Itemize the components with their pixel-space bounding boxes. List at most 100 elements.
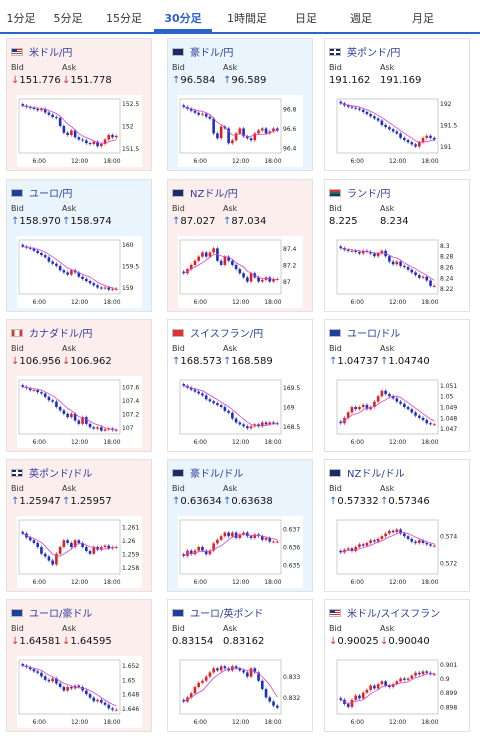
candle-body — [40, 672, 43, 677]
candle-body — [107, 428, 111, 430]
candle-body — [81, 687, 84, 691]
y-tick-label: 1.261 — [122, 524, 139, 531]
candle-body — [272, 541, 275, 543]
candle-body — [373, 116, 376, 119]
tab-6[interactable]: 週足 — [350, 12, 372, 25]
bid-arrow-icon: ↑ — [11, 496, 20, 507]
pair-card[interactable]: ユーロ/円 Bid Ask ↑158.970 ↑158.974 160 159.5 159 6:… — [6, 179, 152, 312]
y-tick-label: 0.637 — [283, 527, 300, 534]
candle-body — [339, 101, 343, 104]
pair-card[interactable]: 豪ドル/円 Bid Ask ↑96.584 ↑96.589 96.8 96.6 96.4 6:0… — [167, 38, 313, 171]
candle-body — [223, 666, 227, 669]
mini-chart[interactable]: 0.637 0.636 0.635 6:00 12:00 18:00 — [178, 516, 303, 588]
plot-frame — [179, 379, 282, 435]
candle-body — [249, 536, 253, 538]
candle-body — [425, 135, 429, 138]
pair-title[interactable]: ユーロ/豪ドル — [11, 605, 92, 620]
pair-card[interactable]: カナダドル/円 Bid Ask ↓106.956 ↓106.962 107.6 107.4 1… — [6, 319, 152, 452]
mini-chart[interactable]: 152.5 152 151.5 6:00 12:00 18:00 — [17, 95, 142, 167]
candle-body — [182, 384, 186, 386]
tab-7[interactable]: 月足 — [412, 12, 434, 25]
ask-price: 158.974 — [70, 216, 112, 227]
pair-card[interactable]: 米ドル/円 Bid Ask ↓151.776 ↓151.778 152.5 152 151.5… — [6, 38, 152, 171]
pair-title[interactable]: ユーロ/円 — [11, 185, 72, 200]
candle-body — [62, 410, 66, 414]
y-tick-label: 160 — [122, 242, 134, 249]
ask-arrow-icon: ↓ — [62, 636, 71, 647]
y-tick-label: 152 — [122, 124, 134, 131]
pair-title[interactable]: NZドル/ドル — [329, 465, 405, 480]
tab-5[interactable]: 日足 — [295, 12, 317, 25]
bid-value: 191.162 — [329, 75, 370, 86]
moving-average-line — [183, 254, 278, 281]
pair-title[interactable]: ユーロ/ドル — [329, 325, 400, 340]
mini-chart[interactable]: 96.8 96.6 96.4 6:00 12:00 18:00 — [178, 95, 303, 167]
ask-value: ↑1.25957 — [62, 496, 112, 507]
tab-2[interactable]: 15分足 — [106, 12, 142, 25]
pair-card[interactable]: ユーロ/豪ドル Bid Ask ↓1.64581 ↓1.64595 1.652 1.65 1.… — [6, 599, 152, 732]
pair-title[interactable]: NZドル/円 — [172, 185, 238, 200]
candle-body — [384, 390, 387, 395]
ask-value: ↑158.974 — [62, 216, 112, 227]
pair-card[interactable]: NZドル/ドル Bid Ask ↑0.57332 ↑0.57346 0.574 0.572 6… — [324, 459, 470, 592]
pair-card[interactable]: ユーロ/英ポンド Bid Ask 0.83154 0.83162 0.833 0.832 6:… — [167, 599, 313, 732]
mini-chart[interactable]: 1.652 1.65 1.648 1.646 6:00 12:00 18:00 — [17, 656, 142, 728]
tab-4[interactable]: 1時間足 — [227, 12, 267, 25]
pair-title[interactable]: 豪ドル/円 — [172, 44, 233, 59]
pair-card[interactable]: 英ポンド/ドル Bid Ask ↑1.25947 ↑1.25957 1.261 1.26 1.… — [6, 459, 152, 592]
plot-frame — [179, 239, 282, 295]
tab-0[interactable]: 1分足 — [6, 12, 36, 25]
mini-chart[interactable]: 192 191.5 191 6:00 12:00 18:00 — [335, 95, 460, 167]
mini-chart[interactable]: 169.5 169 168.5 6:00 12:00 18:00 — [178, 376, 303, 448]
candle-body — [212, 543, 215, 551]
mini-chart[interactable]: 1.261 1.26 1.259 1.258 6:00 12:00 18:00 — [17, 516, 142, 588]
eu-au-flag-icon — [11, 608, 23, 617]
pair-card[interactable]: スイスフラン/円 Bid Ask ↑168.573 ↑168.589 169.5 169 16… — [167, 319, 313, 452]
candle-body — [197, 112, 201, 115]
x-tick-label: 6:00 — [193, 439, 207, 446]
moving-average-line — [340, 102, 435, 143]
pair-title[interactable]: 英ポンド/ドル — [11, 465, 92, 480]
mini-chart[interactable]: 0.901 0.9 0.899 0.898 6:00 12:00 18:00 — [335, 656, 460, 728]
pair-name: 米ドル/スイスフラン — [347, 609, 441, 620]
pair-title[interactable]: ランド/円 — [329, 185, 390, 200]
ask-arrow-icon: ↑ — [223, 496, 232, 507]
mini-chart[interactable]: 107.6 107.4 107.2 107 6:00 12:00 18:00 — [17, 376, 142, 448]
candle-body — [32, 540, 36, 543]
candle-body — [92, 283, 96, 286]
tab-1[interactable]: 5分足 — [53, 12, 83, 25]
pair-card[interactable]: 豪ドル/ドル Bid Ask ↑0.63634 ↑0.63638 0.637 0.636 0.… — [167, 459, 313, 592]
candle-body — [399, 401, 402, 404]
pair-title[interactable]: 英ポンド/円 — [329, 44, 400, 59]
y-tick-label: 0.635 — [283, 563, 300, 570]
candle-body — [249, 138, 253, 141]
mini-chart[interactable]: 87.4 87.2 87 6:00 12:00 18:00 — [178, 236, 303, 308]
pair-card[interactable]: ランド/円 Bid Ask 8.225 8.234 8.3 8.28 8.26 8.24 8.22… — [324, 179, 470, 312]
mini-chart[interactable]: 0.833 0.832 6:00 12:00 18:00 — [178, 656, 303, 728]
pair-title[interactable]: カナダドル/円 — [11, 325, 92, 340]
pair-title[interactable]: 豪ドル/ドル — [172, 465, 243, 480]
pair-title[interactable]: 米ドル/スイスフラン — [329, 605, 440, 620]
pair-title[interactable]: スイスフラン/円 — [172, 325, 263, 340]
pair-card[interactable]: 英ポンド/円 Bid Ask 191.162 191.169 192 191.5 191 6:0… — [324, 38, 470, 171]
candle-body — [77, 272, 81, 277]
mini-chart[interactable]: 8.3 8.28 8.26 8.24 8.22 6:00 12:00 18:00 — [335, 236, 460, 308]
bid-value: ↑168.573 — [172, 356, 222, 367]
pair-card[interactable]: 米ドル/スイスフラン Bid Ask ↓0.90025 ↓0.90040 0.901 0.9… — [324, 599, 470, 732]
uk-us-flag-icon — [11, 468, 23, 477]
bid-value: 0.83154 — [172, 636, 213, 647]
bid-label: Bid — [329, 204, 342, 213]
au-us-flag-icon — [172, 468, 184, 477]
pair-card[interactable]: ユーロ/ドル Bid Ask ↑1.04737 ↑1.04740 1.051 1.05 1.0… — [324, 319, 470, 452]
mini-chart[interactable]: 1.051 1.05 1.049 1.048 1.047 6:00 12:00 18:00 — [335, 376, 460, 448]
tab-3[interactable]: 30分足 — [154, 0, 212, 32]
pair-title[interactable]: 米ドル/円 — [11, 44, 72, 59]
pair-card[interactable]: NZドル/円 Bid Ask ↑87.027 ↑87.034 87.4 87.2 87 6:00… — [167, 179, 313, 312]
candle-body — [388, 256, 391, 262]
candle-body — [47, 112, 51, 115]
candle-body — [257, 672, 260, 681]
candle-body — [212, 248, 215, 253]
mini-chart[interactable]: 0.574 0.572 6:00 12:00 18:00 — [335, 516, 460, 588]
mini-chart[interactable]: 160 159.5 159 6:00 12:00 18:00 — [17, 236, 142, 308]
pair-title[interactable]: ユーロ/英ポンド — [172, 605, 263, 620]
